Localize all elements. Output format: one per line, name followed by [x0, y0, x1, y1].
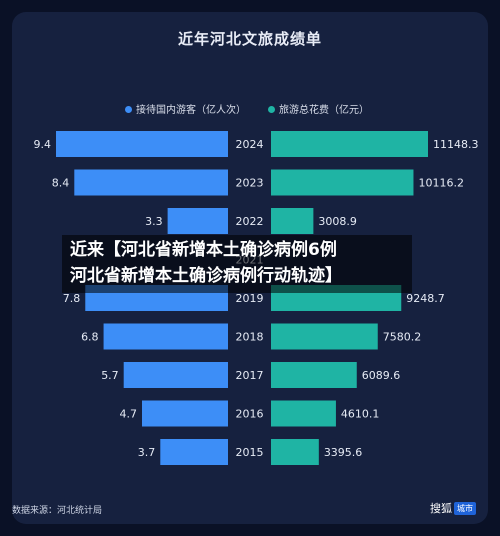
bar-domestic-visitors — [56, 131, 228, 157]
year-label: 2016 — [236, 408, 264, 421]
bar-tourism-spending — [271, 400, 336, 427]
bar-tourism-spending — [271, 131, 428, 157]
legend-tourism-spending: 旅游总花费（亿元） — [268, 101, 369, 116]
logo-badge: 城市 — [454, 502, 476, 515]
headline-line-2: 河北省新增本土确诊病例行动轨迹】 — [70, 266, 342, 286]
year-label: 2019 — [236, 292, 264, 305]
legend-label-left: 接待国内游客（亿人次） — [136, 105, 246, 116]
year-label: 2023 — [236, 177, 264, 190]
source-note: 数据来源：河北统计局 — [12, 506, 103, 516]
value-label-right: 3395.6 — [324, 446, 363, 459]
value-label-left: 3.3 — [145, 215, 163, 228]
bar-tourism-spending — [271, 323, 378, 350]
bar-domestic-visitors — [103, 323, 228, 350]
bar-domestic-visitors — [160, 439, 228, 465]
bar-domestic-visitors — [123, 362, 228, 388]
bar-domestic-visitors — [74, 169, 228, 196]
value-label-left: 9.4 — [34, 138, 52, 151]
value-label-right: 3008.9 — [318, 215, 357, 228]
value-label-left: 6.8 — [81, 331, 99, 344]
legend-marker-blue — [125, 106, 132, 113]
year-label: 2015 — [236, 446, 264, 459]
legend-label-right: 旅游总花费（亿元） — [279, 105, 369, 116]
year-label: 2024 — [236, 138, 264, 151]
value-label-left: 8.4 — [52, 177, 70, 190]
sohu-logo: 搜狐 城市 — [430, 500, 476, 516]
value-label-right: 6089.6 — [362, 369, 401, 382]
value-label-left: 5.7 — [101, 369, 119, 382]
year-label: 2018 — [236, 331, 264, 344]
logo-text: 搜狐 — [430, 502, 452, 515]
bar-domestic-visitors — [142, 400, 228, 427]
legend-domestic-visitors: 接待国内游客（亿人次） — [125, 101, 246, 116]
value-label-left: 4.7 — [120, 408, 138, 421]
value-label-right: 11148.3 — [433, 138, 479, 151]
news-headline-overlay[interactable]: 近来【河北省新增本土确诊病例6例 河北省新增本土确诊病例行动轨迹】 — [62, 235, 412, 293]
bar-domestic-visitors — [167, 208, 228, 234]
chart-title: 近年河北文旅成绩单 — [177, 30, 322, 48]
value-label-right: 10116.2 — [418, 177, 464, 190]
year-label: 2022 — [236, 215, 264, 228]
value-label-right: 7580.2 — [383, 331, 422, 344]
year-label: 2017 — [236, 369, 264, 382]
value-label-right: 4610.1 — [341, 408, 380, 421]
bar-tourism-spending — [271, 439, 319, 465]
bar-tourism-spending — [271, 169, 414, 196]
value-label-right: 9248.7 — [406, 292, 445, 305]
legend-marker-teal — [268, 106, 275, 113]
bar-tourism-spending — [271, 208, 314, 234]
value-label-left: 7.8 — [63, 292, 81, 305]
value-label-left: 3.7 — [138, 446, 156, 459]
headline-line-1: 近来【河北省新增本土确诊病例6例 — [70, 240, 337, 260]
bar-tourism-spending — [271, 362, 357, 388]
